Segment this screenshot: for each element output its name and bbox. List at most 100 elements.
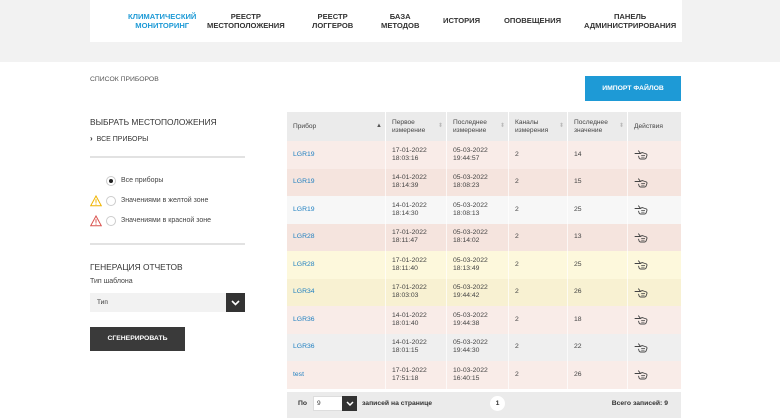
page-size-select[interactable]: 9 bbox=[313, 396, 357, 411]
table-row: LGR28 17-01-2022 18:11:40 05-03-2022 18:13:4… bbox=[287, 251, 681, 279]
device-link[interactable]: LGR19 bbox=[293, 205, 315, 213]
nav-history[interactable]: ИСТОРИЯ bbox=[443, 16, 480, 25]
cell-last-measurement: 05-03-2022 19:44:38 bbox=[447, 306, 509, 334]
nav-admin-panel[interactable]: ПАНЕЛЬ АДМИНИСТРИРОВАНИЯ bbox=[584, 12, 676, 30]
filter-label: Значениями в красной зоне bbox=[121, 217, 212, 224]
cell-last-value: 26 bbox=[568, 278, 628, 306]
date-text: 05-03-2022 bbox=[453, 284, 488, 292]
hand-pointer-icon[interactable] bbox=[634, 342, 648, 353]
hand-pointer-icon[interactable] bbox=[634, 314, 648, 325]
last-value: 26 bbox=[574, 288, 582, 296]
filter-red-zone[interactable]: Значениями в красной зоне bbox=[90, 215, 211, 227]
page-number-button[interactable]: 1 bbox=[490, 396, 505, 411]
last-value: 22 bbox=[574, 343, 582, 351]
cell-last-measurement: 05-03-2022 19:44:42 bbox=[447, 278, 509, 306]
table-row: LGR34 17-01-2022 18:03:03 05-03-2022 19:44:4… bbox=[287, 278, 681, 307]
device-link[interactable]: test bbox=[293, 370, 304, 378]
hand-pointer-icon[interactable] bbox=[634, 149, 648, 160]
header-label: измерение bbox=[392, 126, 426, 134]
all-devices-link[interactable]: › ВСЕ ПРИБОРЫ bbox=[90, 134, 148, 143]
hand-pointer-icon[interactable] bbox=[634, 232, 648, 243]
divider bbox=[90, 156, 245, 158]
channels-value: 2 bbox=[515, 233, 519, 241]
nav-label: ИСТОРИЯ bbox=[443, 16, 481, 25]
chevron-down-icon[interactable] bbox=[342, 396, 357, 411]
cell-channels: 2 bbox=[509, 168, 568, 196]
time-text: 18:03:03 bbox=[392, 292, 419, 300]
radio-button[interactable] bbox=[106, 196, 116, 206]
time-text: 18:08:23 bbox=[453, 182, 480, 190]
filter-yellow-zone[interactable]: Значениями в желтой зоне bbox=[90, 195, 208, 207]
nav-label: АДМИНИСТРИРОВАНИЯ bbox=[584, 21, 677, 30]
device-link[interactable]: LGR36 bbox=[293, 315, 315, 323]
cell-first-measurement: 17-01-2022 18:11:40 bbox=[386, 251, 447, 279]
channels-value: 2 bbox=[515, 288, 519, 296]
filter-label: Все приборы bbox=[121, 177, 164, 184]
hand-pointer-icon[interactable] bbox=[634, 259, 648, 270]
time-text: 18:14:39 bbox=[392, 182, 419, 190]
time-text: 16:40:15 bbox=[453, 374, 480, 382]
device-link[interactable]: LGR28 bbox=[293, 233, 315, 241]
template-type-select[interactable]: Тип bbox=[90, 293, 245, 312]
channels-value: 2 bbox=[515, 205, 519, 213]
cell-actions bbox=[628, 279, 681, 307]
column-header-last-value[interactable]: Последнее значение ⬍ bbox=[568, 112, 628, 141]
total-records: Всего записей: 9 bbox=[611, 400, 668, 407]
cell-last-measurement: 05-03-2022 18:13:49 bbox=[447, 251, 509, 279]
hand-pointer-icon[interactable] bbox=[634, 369, 648, 380]
nav-logger-registry[interactable]: РЕЕСТР ЛОГГЕРОВ bbox=[312, 12, 353, 30]
table-header: Прибор ▲ Первое измерение ⬍ Последнее изме… bbox=[287, 112, 681, 141]
cell-device: LGR36 bbox=[287, 306, 386, 334]
date-text: 17-01-2022 bbox=[392, 146, 427, 154]
device-link[interactable]: LGR28 bbox=[293, 260, 315, 268]
column-header-last-measurement[interactable]: Последнее измерение ⬍ bbox=[447, 112, 509, 141]
cell-channels: 2 bbox=[509, 141, 568, 169]
column-header-first-measurement[interactable]: Первое измерение ⬍ bbox=[386, 112, 447, 141]
table-row: LGR36 14-01-2022 18:01:40 05-03-2022 19:44:3… bbox=[287, 306, 681, 334]
cell-channels: 2 bbox=[509, 333, 568, 361]
device-link[interactable]: LGR19 bbox=[293, 178, 315, 186]
column-header-channels[interactable]: Каналы измерения ⬍ bbox=[509, 112, 568, 141]
device-link[interactable]: LGR34 bbox=[293, 288, 315, 296]
hand-pointer-icon[interactable] bbox=[634, 177, 648, 188]
cell-channels: 2 bbox=[509, 196, 568, 224]
nav-location-registry[interactable]: РЕЕСТР МЕСТОПОЛОЖЕНИЯ bbox=[207, 12, 285, 30]
header-label: измерения bbox=[515, 126, 549, 134]
cell-channels: 2 bbox=[509, 223, 568, 251]
cell-device: LGR28 bbox=[287, 251, 386, 279]
table-row: LGR36 14-01-2022 18:01:15 05-03-2022 19:44:3… bbox=[287, 333, 681, 361]
sort-icon: ⬍ bbox=[437, 123, 443, 129]
date-text: 05-03-2022 bbox=[453, 256, 488, 264]
radio-button[interactable] bbox=[106, 176, 116, 186]
time-text: 19:44:30 bbox=[453, 347, 480, 355]
hand-pointer-icon[interactable] bbox=[634, 204, 648, 215]
cell-first-measurement: 17-01-2022 18:11:47 bbox=[386, 223, 447, 251]
generate-report-button[interactable]: СГЕНЕРИРОВАТЬ bbox=[90, 327, 185, 351]
cell-actions bbox=[628, 169, 681, 197]
header-label: значение bbox=[574, 126, 603, 134]
date-text: 10-03-2022 bbox=[453, 366, 488, 374]
cell-channels: 2 bbox=[509, 361, 568, 389]
channels-value: 2 bbox=[515, 343, 519, 351]
nav-methods-base[interactable]: БАЗА МЕТОДОВ bbox=[381, 12, 419, 30]
hand-pointer-icon[interactable] bbox=[634, 287, 648, 298]
cell-last-value: 14 bbox=[568, 141, 628, 169]
nav-climate-monitoring[interactable]: КЛИМАТИЧЕСКИЙ МОНИТОРИНГ bbox=[128, 12, 196, 30]
device-link[interactable]: LGR19 bbox=[293, 150, 315, 158]
time-text: 19:44:57 bbox=[453, 154, 480, 162]
last-value: 14 bbox=[574, 150, 582, 158]
nav-notifications[interactable]: ОПОВЕЩЕНИЯ bbox=[504, 16, 561, 25]
import-files-button[interactable]: ИМПОРТ ФАЙЛОВ bbox=[585, 76, 681, 101]
channels-value: 2 bbox=[515, 260, 519, 268]
time-text: 18:01:15 bbox=[392, 347, 419, 355]
column-header-device[interactable]: Прибор ▲ bbox=[287, 112, 386, 141]
cell-channels: 2 bbox=[509, 251, 568, 279]
radio-button[interactable] bbox=[106, 216, 116, 226]
nav-label: МЕСТОПОЛОЖЕНИЯ bbox=[207, 21, 285, 30]
device-link[interactable]: LGR36 bbox=[293, 343, 315, 351]
nav-label: ЛОГГЕРОВ bbox=[312, 21, 354, 30]
time-text: 18:08:13 bbox=[453, 209, 480, 217]
table-row: LGR28 17-01-2022 18:11:47 05-03-2022 18:14:0… bbox=[287, 223, 681, 251]
chevron-down-icon[interactable] bbox=[226, 293, 245, 312]
time-text: 18:03:16 bbox=[392, 154, 419, 162]
